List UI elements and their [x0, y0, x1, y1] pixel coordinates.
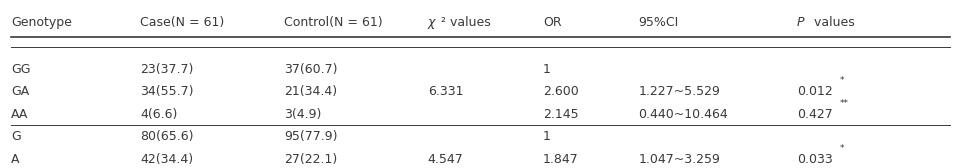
- Text: 27(22.1): 27(22.1): [284, 153, 337, 166]
- Text: 0.427: 0.427: [797, 108, 832, 121]
- Text: 1.047~3.259: 1.047~3.259: [639, 153, 721, 166]
- Text: GA: GA: [11, 85, 29, 98]
- Text: 6.331: 6.331: [428, 85, 463, 98]
- Text: 23(37.7): 23(37.7): [140, 63, 194, 76]
- Text: values: values: [810, 16, 855, 29]
- Text: 1: 1: [543, 130, 551, 143]
- Text: Control(N = 61): Control(N = 61): [284, 16, 382, 29]
- Text: 95(77.9): 95(77.9): [284, 130, 337, 143]
- Text: Genotype: Genotype: [11, 16, 72, 29]
- Text: 37(60.7): 37(60.7): [284, 63, 337, 76]
- Text: *: *: [840, 144, 845, 153]
- Text: 1: 1: [543, 63, 551, 76]
- Text: ² values: ² values: [441, 16, 491, 29]
- Text: P: P: [797, 16, 804, 29]
- Text: 3(4.9): 3(4.9): [284, 108, 321, 121]
- Text: 21(34.4): 21(34.4): [284, 85, 337, 98]
- Text: *: *: [840, 76, 845, 85]
- Text: GG: GG: [11, 63, 31, 76]
- Text: G: G: [11, 130, 21, 143]
- Text: 0.033: 0.033: [797, 153, 832, 166]
- Text: 0.012: 0.012: [797, 85, 832, 98]
- Text: χ: χ: [428, 16, 435, 29]
- Text: 4.547: 4.547: [428, 153, 463, 166]
- Text: AA: AA: [11, 108, 28, 121]
- Text: 1.847: 1.847: [543, 153, 579, 166]
- Text: Case(N = 61): Case(N = 61): [140, 16, 225, 29]
- Text: 95%CI: 95%CI: [639, 16, 678, 29]
- Text: 34(55.7): 34(55.7): [140, 85, 194, 98]
- Text: A: A: [11, 153, 19, 166]
- Text: 2.600: 2.600: [543, 85, 579, 98]
- Text: 0.440~10.464: 0.440~10.464: [639, 108, 728, 121]
- Text: 4(6.6): 4(6.6): [140, 108, 178, 121]
- Text: 1.227~5.529: 1.227~5.529: [639, 85, 721, 98]
- Text: 80(65.6): 80(65.6): [140, 130, 194, 143]
- Text: OR: OR: [543, 16, 561, 29]
- Text: **: **: [840, 98, 849, 108]
- Text: 2.145: 2.145: [543, 108, 579, 121]
- Text: 42(34.4): 42(34.4): [140, 153, 193, 166]
